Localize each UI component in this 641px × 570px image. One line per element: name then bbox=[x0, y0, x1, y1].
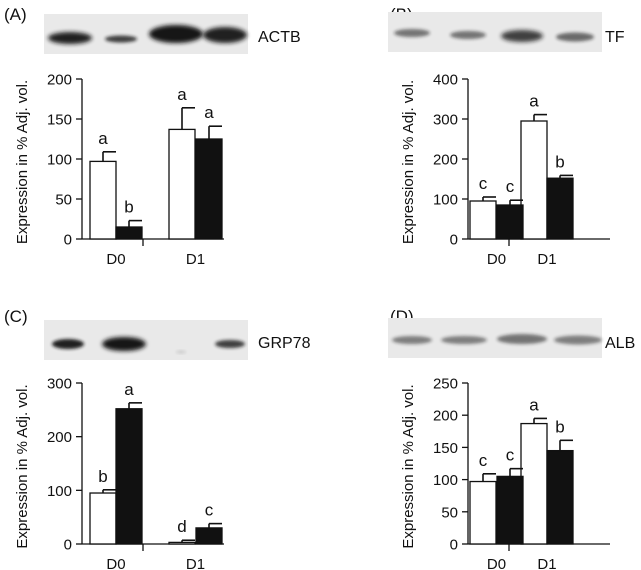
blot-band bbox=[149, 25, 203, 43]
y-tick-label: 50 bbox=[55, 192, 72, 209]
significance-letter: a bbox=[124, 380, 134, 399]
blot-label: TF bbox=[605, 29, 625, 46]
significance-letter: c bbox=[205, 501, 214, 520]
y-tick-label: 200 bbox=[47, 72, 72, 89]
y-tick-label: 300 bbox=[433, 112, 458, 129]
blot-label: ALB bbox=[605, 335, 635, 352]
significance-letter: c bbox=[479, 451, 488, 470]
y-tick-label: 200 bbox=[47, 429, 72, 446]
y-axis-title: Expression in % Adj. vol. bbox=[400, 80, 417, 244]
blot-image bbox=[44, 320, 248, 360]
x-category-label: D0 bbox=[487, 556, 506, 570]
x-category-label: D1 bbox=[537, 251, 556, 268]
blot-band bbox=[394, 29, 430, 37]
y-tick-label: 400 bbox=[433, 72, 458, 89]
y-tick-label: 200 bbox=[433, 152, 458, 169]
significance-letter: c bbox=[506, 446, 515, 465]
panel-label: (C) bbox=[4, 307, 28, 326]
y-tick-label: 100 bbox=[47, 152, 72, 169]
blot-label: GRP78 bbox=[258, 335, 311, 352]
blot-band bbox=[215, 340, 245, 348]
x-category-label: D1 bbox=[186, 251, 205, 268]
y-axis-title: Expression in % Adj. vol. bbox=[14, 80, 31, 244]
y-tick-label: 0 bbox=[450, 232, 458, 249]
panel-c: (C) GRP78 0 100 200 300 Expression in % Adj. v… bbox=[4, 307, 311, 570]
significance-letter: a bbox=[177, 85, 187, 104]
bar-black-d0 bbox=[115, 408, 143, 545]
y-tick-label: 0 bbox=[450, 537, 458, 554]
x-category-label: D1 bbox=[537, 556, 556, 570]
bar-black-d0 bbox=[115, 226, 143, 240]
bar-black-d1 bbox=[195, 138, 223, 240]
significance-letter: b bbox=[124, 198, 133, 217]
significance-letter: a bbox=[529, 92, 539, 111]
significance-letter: c bbox=[506, 177, 515, 196]
y-axis-title: Expression in % Adj. vol. bbox=[400, 384, 417, 548]
blot-band bbox=[450, 31, 486, 39]
blot-band bbox=[176, 350, 186, 354]
blot-band bbox=[501, 30, 543, 42]
y-tick-label: 50 bbox=[441, 504, 458, 521]
significance-letter: c bbox=[479, 174, 488, 193]
bar-black-d0 bbox=[496, 475, 524, 545]
x-category-label: D1 bbox=[186, 556, 205, 570]
significance-letter: b bbox=[98, 467, 107, 486]
blot-band bbox=[48, 32, 92, 44]
y-tick-label: 150 bbox=[47, 112, 72, 129]
blot-band bbox=[102, 337, 146, 351]
bar-white-d0 bbox=[89, 492, 117, 545]
bar-white-d1 bbox=[168, 128, 196, 240]
blot-label: ACTB bbox=[258, 29, 301, 46]
blot-band bbox=[441, 336, 487, 344]
bar-white-d1 bbox=[520, 422, 548, 545]
significance-letter: a bbox=[204, 103, 214, 122]
y-tick-label: 0 bbox=[64, 232, 72, 249]
y-tick-label: 250 bbox=[433, 376, 458, 393]
y-tick-label: 100 bbox=[47, 483, 72, 500]
significance-letter: d bbox=[177, 517, 186, 536]
y-tick-label: 0 bbox=[64, 537, 72, 554]
significance-letter: b bbox=[555, 417, 564, 436]
y-axis-title: Expression in % Adj. vol. bbox=[14, 384, 31, 548]
blot-band bbox=[52, 339, 84, 349]
bar-white-d1 bbox=[168, 541, 196, 545]
blot-band bbox=[497, 334, 547, 344]
blot-band bbox=[203, 27, 247, 43]
bar-white-d0 bbox=[89, 160, 117, 240]
y-tick-label: 150 bbox=[433, 440, 458, 457]
x-category-label: D0 bbox=[106, 556, 125, 570]
y-tick-label: 200 bbox=[433, 408, 458, 425]
panel-label: (A) bbox=[4, 5, 27, 24]
bar-white-d1 bbox=[520, 120, 548, 240]
y-tick-label: 100 bbox=[433, 472, 458, 489]
blot-band bbox=[554, 335, 602, 345]
bar-white-d0 bbox=[469, 200, 497, 240]
bar-black-d1 bbox=[195, 527, 223, 545]
panel-a: (A) ACTB 0 50 100 150 200 Expression in % Adj. … bbox=[4, 5, 301, 268]
significance-letter: a bbox=[98, 129, 108, 148]
x-category-label: D0 bbox=[487, 251, 506, 268]
y-tick-label: 100 bbox=[433, 192, 458, 209]
blot-band bbox=[556, 32, 594, 42]
x-category-label: D0 bbox=[106, 251, 125, 268]
bar-black-d1 bbox=[546, 177, 574, 240]
blot-band bbox=[392, 336, 432, 344]
bar-black-d0 bbox=[496, 204, 524, 240]
blot-band bbox=[105, 35, 137, 43]
y-tick-label: 300 bbox=[47, 376, 72, 393]
bar-black-d1 bbox=[546, 449, 574, 545]
significance-letter: a bbox=[529, 395, 539, 414]
significance-letter: b bbox=[555, 152, 564, 171]
bar-white-d0 bbox=[469, 480, 497, 545]
